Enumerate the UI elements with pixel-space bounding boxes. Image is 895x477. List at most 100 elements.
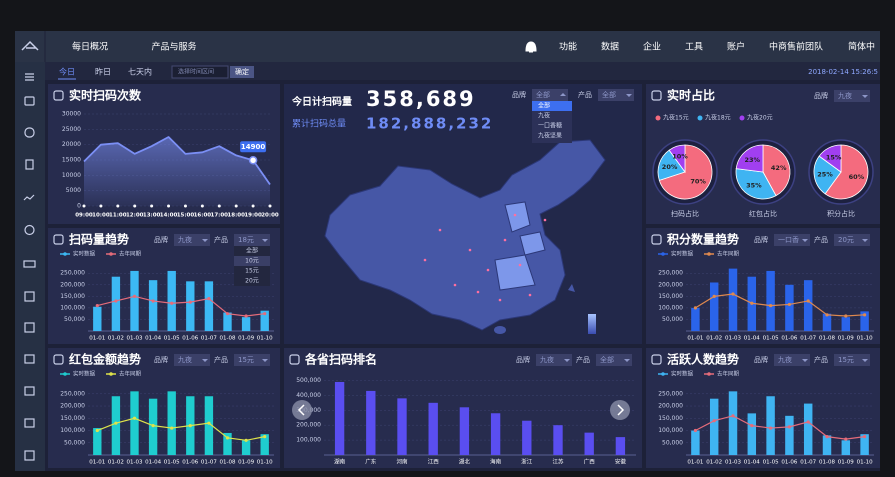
pie-slice bbox=[668, 144, 686, 174]
y-tick-label: 5000 bbox=[66, 187, 81, 194]
x-tick-label: 广东 bbox=[365, 458, 377, 466]
trend-point bbox=[207, 421, 211, 425]
bar bbox=[841, 317, 851, 331]
bell-icon[interactable] bbox=[525, 41, 537, 53]
filter-select[interactable] bbox=[536, 354, 572, 366]
filter-select[interactable] bbox=[774, 234, 810, 246]
x-tick-label: 湖南 bbox=[334, 458, 346, 466]
x-tick-label: 01-10 bbox=[857, 336, 873, 342]
trend-point bbox=[769, 303, 773, 308]
toolbar bbox=[45, 62, 880, 80]
date-range-input[interactable] bbox=[171, 65, 229, 79]
highlight-point[interactable] bbox=[248, 156, 258, 165]
filter-select[interactable] bbox=[174, 354, 210, 366]
y-tick-label: 100,000 bbox=[658, 304, 683, 311]
dropdown-option[interactable]: 一口香糖 bbox=[538, 122, 562, 130]
dropdown-option[interactable]: 20元 bbox=[245, 278, 259, 285]
filter-value: 九夜 bbox=[778, 355, 792, 364]
legend-dot bbox=[655, 115, 661, 121]
x-tick-label: 01-10 bbox=[857, 460, 873, 466]
bar bbox=[111, 396, 121, 455]
x-tick-label: 01-05 bbox=[164, 336, 180, 342]
dropdown-option[interactable]: 全部 bbox=[246, 247, 258, 255]
x-tick-label: 湖北 bbox=[459, 458, 471, 466]
y-tick-label: 20000 bbox=[62, 141, 81, 148]
range-tab[interactable]: 七天内 bbox=[128, 67, 152, 77]
next-button[interactable] bbox=[610, 400, 630, 420]
filter-caret bbox=[202, 359, 208, 362]
nav-item[interactable]: 中商售前团队 bbox=[769, 41, 823, 53]
trend-point bbox=[844, 314, 848, 318]
trend-point bbox=[132, 294, 137, 298]
nav-item[interactable]: 数据 bbox=[601, 41, 619, 53]
filter-label: 产品 bbox=[214, 235, 228, 244]
trend-point bbox=[693, 306, 698, 310]
trend-point bbox=[750, 424, 754, 428]
filter-caret bbox=[862, 95, 868, 98]
nav-item[interactable]: 工具 bbox=[685, 42, 703, 53]
prev-button[interactable] bbox=[292, 400, 312, 420]
trend-point bbox=[225, 312, 230, 316]
bar bbox=[709, 282, 719, 331]
filter-select[interactable] bbox=[598, 89, 634, 101]
dropdown-option[interactable]: 九夜 bbox=[538, 112, 550, 120]
filter-select[interactable] bbox=[834, 234, 870, 246]
range-tab[interactable]: 昨日 bbox=[95, 67, 111, 77]
legend-dot bbox=[661, 252, 665, 256]
slice-label: 15% bbox=[826, 154, 842, 162]
filter-value: 九夜 bbox=[178, 235, 192, 244]
trend-point bbox=[114, 421, 118, 425]
pie-slice bbox=[735, 168, 777, 200]
panel-icon bbox=[651, 90, 662, 101]
slice-label: 20% bbox=[662, 163, 678, 171]
y-tick-label: 250,000 bbox=[658, 390, 683, 397]
legend-label: 去年同期 bbox=[717, 250, 740, 258]
filter-select[interactable] bbox=[532, 89, 568, 101]
x-tick-label: 01-03 bbox=[725, 460, 741, 466]
trend-line bbox=[695, 293, 865, 317]
filter-select[interactable] bbox=[174, 234, 210, 246]
filter-value: 全部 bbox=[536, 90, 550, 99]
range-tab[interactable]: 今日 bbox=[59, 67, 75, 77]
filter-select[interactable] bbox=[596, 354, 632, 366]
y-tick-label: 200,000 bbox=[658, 281, 683, 288]
bar bbox=[860, 434, 869, 455]
filter-select[interactable] bbox=[834, 354, 870, 366]
dropdown-option[interactable]: 10元 bbox=[245, 258, 259, 265]
legend-dot bbox=[63, 372, 67, 376]
confirm-button[interactable] bbox=[230, 66, 254, 78]
x-tick-label: 15:00 bbox=[177, 213, 195, 219]
bar bbox=[241, 317, 251, 331]
nav-item[interactable]: 账户 bbox=[727, 41, 745, 53]
nav-item[interactable]: 每日概况 bbox=[72, 41, 108, 53]
bar bbox=[766, 396, 775, 455]
bar bbox=[747, 413, 757, 455]
trend-point bbox=[731, 414, 735, 418]
filter-select[interactable] bbox=[234, 234, 270, 246]
y-tick-label: 100,000 bbox=[60, 304, 85, 311]
dropdown-option[interactable]: 九夜坚果 bbox=[538, 132, 562, 140]
filter-select[interactable] bbox=[834, 90, 870, 102]
nav-item[interactable]: 简体中 bbox=[848, 41, 875, 53]
trend-point bbox=[825, 313, 829, 317]
pie-slice bbox=[658, 144, 713, 200]
nav-item[interactable]: 企业 bbox=[643, 41, 661, 53]
filter-select[interactable] bbox=[234, 354, 270, 366]
dropdown-option[interactable]: 15元 bbox=[245, 268, 259, 275]
slice-label: 42% bbox=[771, 164, 787, 172]
y-tick-label: 50,000 bbox=[64, 316, 85, 323]
x-tick-label: 01-07 bbox=[201, 460, 217, 466]
dropdown-option[interactable]: 全部 bbox=[538, 102, 550, 110]
filter-select[interactable] bbox=[774, 354, 810, 366]
y-tick-label: 100,000 bbox=[296, 437, 321, 444]
trend-point bbox=[825, 435, 829, 439]
tooltip-value: 14900 bbox=[241, 143, 265, 151]
nav-item[interactable]: 产品与服务 bbox=[151, 41, 196, 53]
y-tick-label: 200,000 bbox=[60, 281, 85, 288]
nav-item[interactable]: 功能 bbox=[559, 41, 577, 53]
bar bbox=[803, 280, 813, 331]
panel-title: 积分数量趋势 bbox=[667, 232, 739, 247]
x-tick-label: 01-10 bbox=[257, 336, 273, 342]
